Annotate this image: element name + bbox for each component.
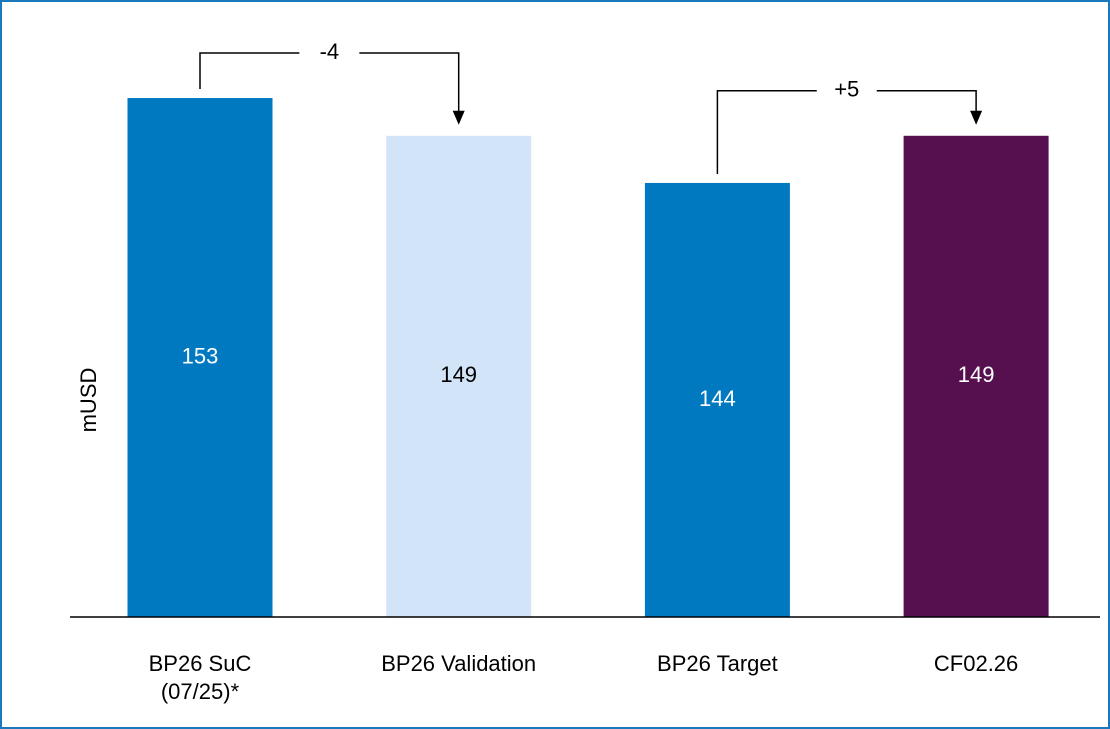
x-tick-label: BP26 Validation [381, 651, 536, 676]
annotation-label: -4 [320, 39, 340, 64]
arrow-head [970, 110, 983, 125]
value-label: 149 [440, 362, 477, 387]
bracket [716, 90, 817, 174]
x-tick-label: BP26 SuC (07/25)* [149, 651, 252, 704]
x-tick-label: BP26 Target [657, 651, 778, 676]
bracket [876, 90, 977, 112]
bracket [199, 52, 300, 90]
bar [127, 98, 273, 617]
value-label: 144 [699, 386, 736, 411]
y-axis-label: mUSD [76, 368, 101, 433]
bar [386, 135, 532, 617]
x-tick-label: CF02.26 [934, 651, 1018, 676]
bar [644, 182, 790, 617]
value-label: 153 [182, 343, 219, 368]
bar [903, 135, 1049, 617]
bracket [359, 52, 460, 112]
annotation-label: +5 [834, 77, 859, 102]
value-label: 149 [958, 362, 995, 387]
arrow-head [452, 110, 465, 125]
